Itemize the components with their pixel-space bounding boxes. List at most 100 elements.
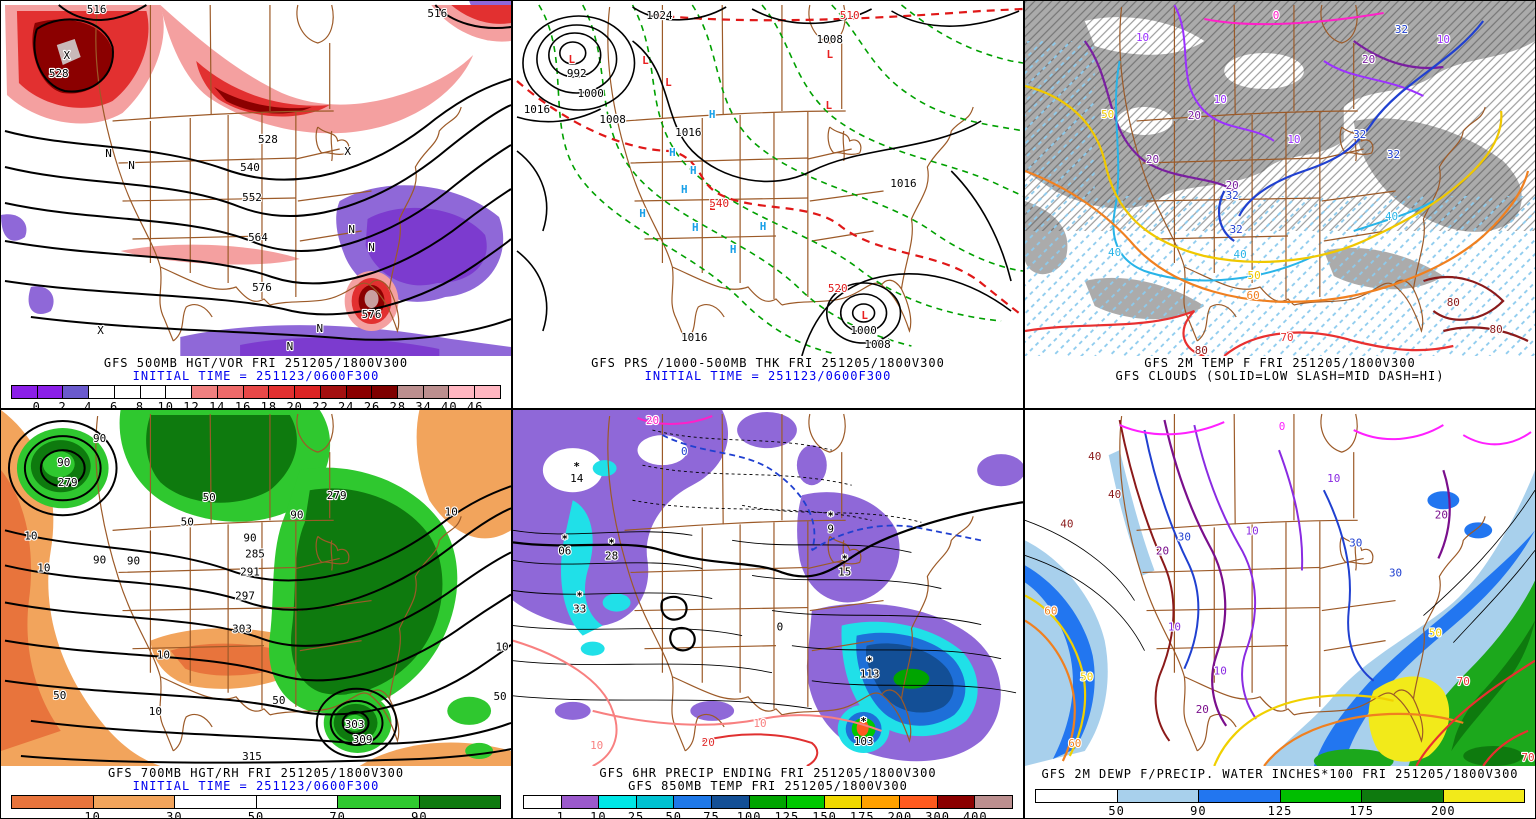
colorbar-rh: 10 30 50 70 90 <box>1 795 511 819</box>
map-label: 90 <box>243 531 256 544</box>
colorbar-label: 175 <box>1349 804 1374 818</box>
map-label: 15 <box>838 565 851 578</box>
map-label: H <box>709 108 716 121</box>
map-label: 10 <box>1437 33 1450 46</box>
colorbar-segment <box>749 796 788 808</box>
map-label: 1016 <box>681 331 707 344</box>
panel-2m-temp-clouds: 0 10 10 10 10 20 20 20 20 32 32 32 32 32 40 40 40 50 50 60 7… <box>1024 0 1536 409</box>
panel-caption: GFS 500MB HGT/VOR FRI 251205/1800V300 <box>103 356 409 370</box>
panel-caption: GFS 2M TEMP F FRI 251205/1800V300 <box>1144 356 1416 370</box>
map-label: 10 <box>753 717 766 730</box>
colorbar-segment <box>524 796 562 808</box>
rh-fills <box>1 410 511 766</box>
map-label: * <box>860 715 867 728</box>
dewp-contours <box>1025 419 1535 766</box>
caption-block-dewp: GFS 2M DEWP F/PRECIP. WATER INCHES*100 F… <box>1025 766 1535 818</box>
caption-block-2m-temp: GFS 2M TEMP F FRI 251205/1800V300 GFS CL… <box>1025 356 1535 408</box>
map-label: 10 <box>149 705 162 718</box>
map-label: 10 <box>1287 133 1300 146</box>
map-label: 10 <box>590 739 603 752</box>
map-label: 10 <box>1327 472 1340 485</box>
colorbar-label: 175 <box>849 810 875 819</box>
map-label: N <box>287 340 294 353</box>
map-label: H <box>690 164 697 177</box>
map-label: 90 <box>127 554 140 567</box>
map-label: 510 <box>840 9 860 22</box>
colorbar-label: 50 <box>247 810 265 819</box>
colorbar-label: 10 <box>157 400 174 409</box>
thickness-contours-red <box>516 7 1023 317</box>
colorbar-label: 400 <box>962 810 988 819</box>
colorbar-label: 34 <box>415 400 432 409</box>
caption-block-precip: GFS 6HR PRECIP ENDING FRI 251205/1800V30… <box>513 766 1023 818</box>
map-label: 10 <box>1214 665 1227 678</box>
map-label: 20 <box>1146 153 1159 166</box>
colorbar-labels: 50 90 125 175 200 <box>1035 803 1525 818</box>
map-label: 103 <box>854 735 874 748</box>
colorbar-label: 10 <box>84 810 101 819</box>
colorbar-segment <box>449 386 476 398</box>
colorbar-segment <box>1280 790 1362 802</box>
map-label: 10 <box>1214 93 1227 106</box>
map-label: 528 <box>49 67 69 80</box>
map-label: 60 <box>1247 289 1260 302</box>
map-label: * <box>561 532 568 545</box>
colorbar-label: 100 <box>736 810 762 819</box>
colorbar-segment <box>372 386 399 398</box>
temp-contours-dashed <box>632 429 922 523</box>
colorbar-label: 28 <box>389 400 407 409</box>
panel-initial-time: INITIAL TIME = 251123/0600F300 <box>132 369 380 383</box>
colorbar-segment <box>419 796 500 808</box>
colorbar-label: 70 <box>329 810 346 819</box>
map-label: 20 <box>1435 508 1448 521</box>
map-label: L <box>861 309 868 322</box>
map-label: 1016 <box>524 103 550 116</box>
map-label: 90 <box>93 553 106 566</box>
map-label: 90 <box>57 456 70 469</box>
colorbar-vorticity: 0 2 4 6 8 10 12 14 16 18 20 22 24 26 28 34 40 46 <box>1 385 511 409</box>
map-label: H <box>639 207 646 220</box>
map-2m-dewp-pwat: 40 40 40 30 30 30 10 10 10 10 20 20 20 0 50 50 60 60 70 70 <box>1025 410 1535 766</box>
colorbar-segment <box>166 386 193 398</box>
colorbar-label: 1 <box>556 810 565 819</box>
map-label: 0 <box>1273 9 1280 22</box>
map-label: 540 <box>240 161 260 174</box>
panel-6hr-precip-850-temp: * 14 * 06 * 28 * 33 * 9 * 15 * 113 * 103 0 0 10 10 20 20 GFS … <box>512 409 1024 819</box>
map-label: 70 <box>1280 331 1293 344</box>
panel-mslp-thickness: L 992 1000 1008 1024 1016 1016 1008 1016 L L L L L L 10… <box>512 0 1024 409</box>
colorbar-label: 25 <box>627 810 645 819</box>
map-label: N <box>316 322 323 335</box>
map-label: 32 <box>1387 148 1400 161</box>
colorbar-segment <box>636 796 675 808</box>
temp-contours <box>1025 4 1530 356</box>
colorbar-label: 30 <box>166 810 183 819</box>
map-label: 1008 <box>817 33 843 46</box>
map-mslp-thickness: L 992 1000 1008 1024 1016 1016 1008 1016 L L L L L L 10… <box>513 1 1023 356</box>
colorbar-segment <box>1036 790 1118 802</box>
colorbar-segment <box>12 386 38 398</box>
map-label: 279 <box>327 489 347 502</box>
map-label: 90 <box>290 508 303 521</box>
map-label: 80 <box>1447 296 1460 309</box>
colorbar-segment <box>269 386 296 398</box>
map-label: 50 <box>1248 269 1261 282</box>
colorbar-segment <box>256 796 338 808</box>
colorbar-label: 125 <box>774 810 800 819</box>
colorbar-label: 150 <box>812 810 837 819</box>
map-label: 14 <box>570 472 584 485</box>
map-label: L <box>825 99 832 112</box>
map-label: 50 <box>272 694 285 707</box>
colorbar-label: 14 <box>209 400 226 409</box>
colorbar-label: 24 <box>338 400 355 409</box>
map-label: 60 <box>1044 605 1057 618</box>
panel-caption: GFS 700MB HGT/RH FRI 251205/1800V300 <box>107 766 405 780</box>
map-label: N <box>368 241 375 254</box>
map-6hr-precip: * 14 * 06 * 28 * 33 * 9 * 15 * 113 * 103 0 0 10 10 20 20 <box>513 410 1023 766</box>
map-label: 297 <box>235 589 255 602</box>
map-label: 30 <box>1178 530 1191 543</box>
colorbar-label: 4 <box>84 400 93 409</box>
map-label: 32 <box>1353 128 1366 141</box>
panel-caption: GFS 6HR PRECIP ENDING FRI 251205/1800V30… <box>599 766 937 780</box>
colorbar-segment <box>1443 790 1524 802</box>
